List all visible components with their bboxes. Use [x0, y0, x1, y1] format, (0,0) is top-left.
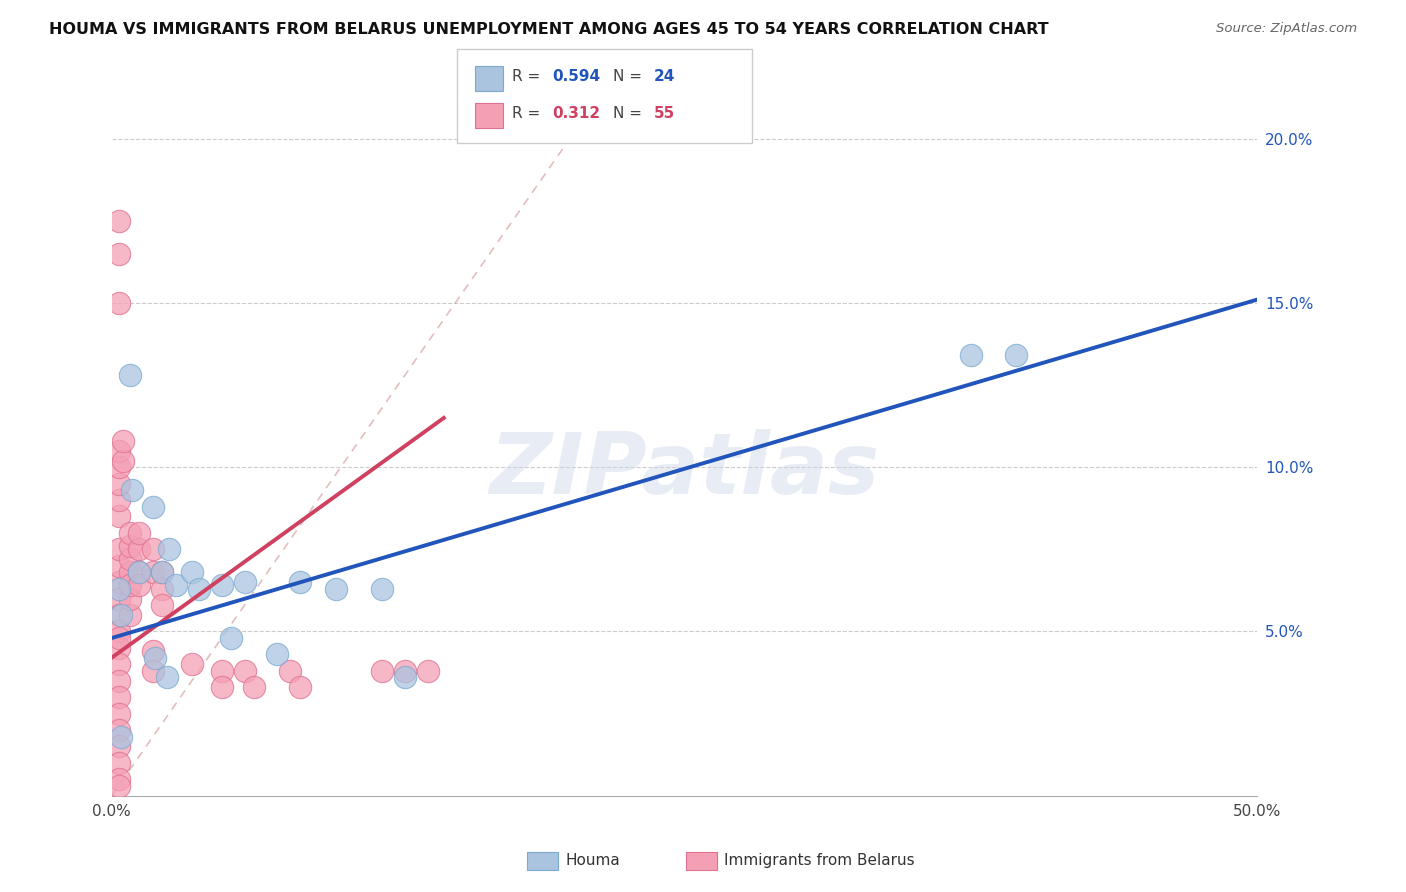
Point — [157, 542, 180, 557]
Point — [118, 607, 141, 622]
Point — [288, 680, 311, 694]
Point — [110, 607, 132, 622]
Point — [107, 246, 129, 260]
Point — [118, 539, 141, 553]
Point — [107, 607, 129, 622]
Point — [107, 296, 129, 310]
Point — [371, 664, 394, 678]
Point — [233, 664, 256, 678]
Point — [128, 566, 150, 580]
Text: 24: 24 — [654, 70, 675, 84]
Text: N =: N = — [613, 70, 647, 84]
Text: R =: R = — [512, 106, 546, 120]
Point — [233, 575, 256, 590]
Point — [112, 434, 135, 448]
Point — [107, 640, 129, 655]
Point — [110, 730, 132, 744]
Point — [107, 631, 129, 645]
Point — [107, 509, 129, 524]
Point — [107, 558, 129, 573]
Point — [280, 664, 302, 678]
Point — [211, 578, 233, 592]
Point — [394, 670, 416, 684]
Point — [150, 582, 173, 596]
Point — [142, 566, 165, 580]
Text: Source: ZipAtlas.com: Source: ZipAtlas.com — [1216, 22, 1357, 36]
Point — [150, 598, 173, 612]
Point — [107, 673, 129, 688]
Point — [107, 723, 129, 737]
Point — [128, 566, 150, 580]
Point — [107, 690, 129, 705]
Text: 55: 55 — [654, 106, 675, 120]
Point — [959, 349, 981, 363]
Text: Houma: Houma — [565, 854, 620, 868]
Text: Immigrants from Belarus: Immigrants from Belarus — [724, 854, 915, 868]
Point — [107, 460, 129, 475]
Point — [107, 575, 129, 590]
Point — [107, 582, 129, 596]
Point — [211, 664, 233, 678]
Point — [107, 443, 129, 458]
Point — [112, 453, 135, 467]
Text: HOUMA VS IMMIGRANTS FROM BELARUS UNEMPLOYMENT AMONG AGES 45 TO 54 YEARS CORRELAT: HOUMA VS IMMIGRANTS FROM BELARUS UNEMPLO… — [49, 22, 1049, 37]
Point — [128, 578, 150, 592]
Point — [242, 680, 264, 694]
Point — [187, 582, 209, 596]
Point — [180, 566, 202, 580]
Text: ZIPatlas: ZIPatlas — [489, 429, 880, 512]
Point — [107, 214, 129, 228]
Point — [107, 624, 129, 639]
Point — [118, 525, 141, 540]
Point — [107, 756, 129, 770]
Point — [266, 648, 288, 662]
Point — [371, 582, 394, 596]
Point — [107, 772, 129, 787]
Text: R =: R = — [512, 70, 546, 84]
Point — [165, 578, 187, 592]
Point — [107, 657, 129, 672]
Point — [128, 542, 150, 557]
Point — [128, 525, 150, 540]
Point — [118, 578, 141, 592]
Point — [180, 657, 202, 672]
Point — [118, 552, 141, 566]
Point — [118, 591, 141, 606]
Point — [325, 582, 347, 596]
Point — [107, 739, 129, 754]
Point — [107, 493, 129, 508]
Point — [416, 664, 439, 678]
Point — [219, 631, 242, 645]
Text: N =: N = — [613, 106, 647, 120]
Point — [150, 566, 173, 580]
Point — [107, 779, 129, 793]
Point — [142, 500, 165, 514]
Point — [107, 476, 129, 491]
Point — [107, 542, 129, 557]
Point — [288, 575, 311, 590]
Point — [142, 664, 165, 678]
Point — [156, 670, 179, 684]
Point — [118, 368, 141, 383]
Point — [142, 542, 165, 557]
Point — [211, 680, 233, 694]
Text: 0.594: 0.594 — [553, 70, 600, 84]
Point — [394, 664, 416, 678]
Point — [118, 566, 141, 580]
Point — [150, 566, 173, 580]
Point — [1005, 349, 1028, 363]
Point — [142, 644, 165, 658]
Point — [143, 650, 166, 665]
Text: 0.312: 0.312 — [553, 106, 600, 120]
Point — [121, 483, 143, 498]
Point — [107, 591, 129, 606]
Point — [107, 706, 129, 721]
